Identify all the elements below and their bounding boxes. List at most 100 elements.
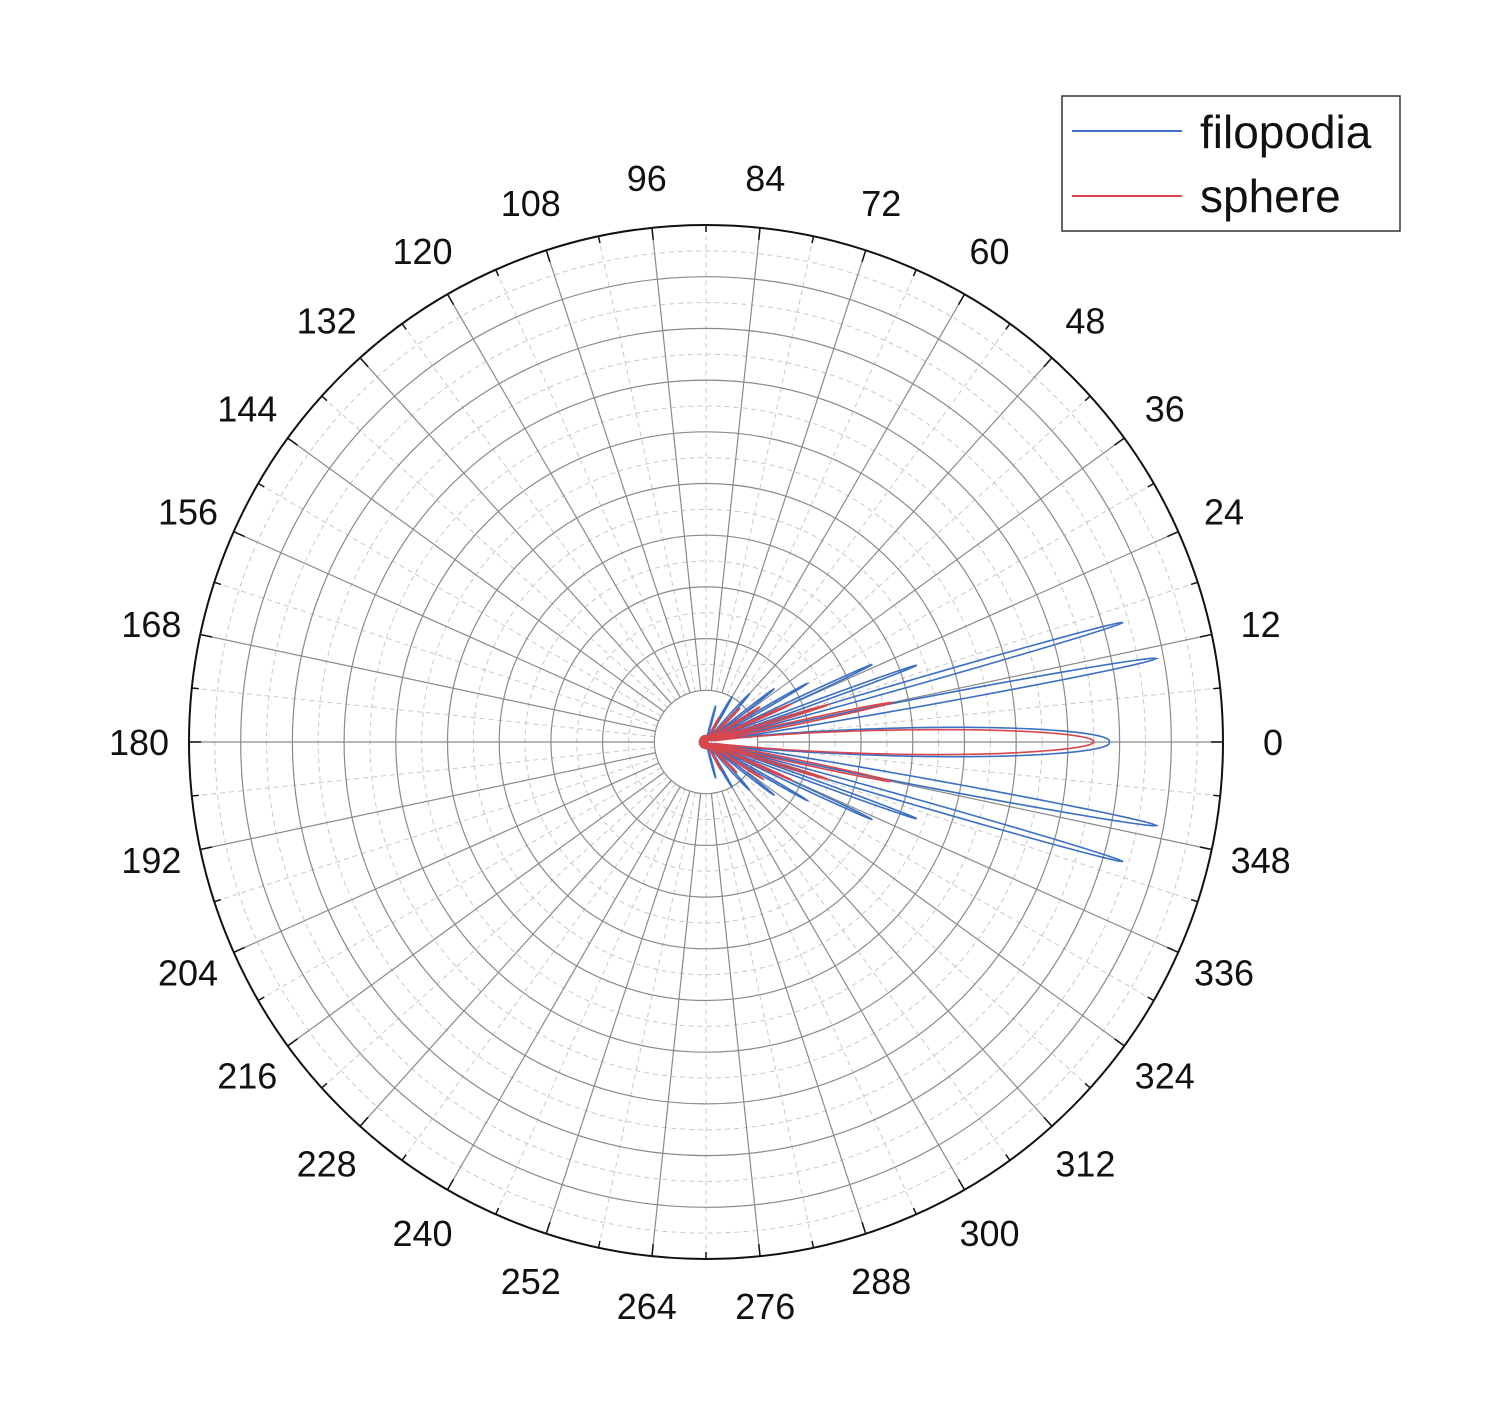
outer-tick [446,1178,455,1191]
angle-tick-label: 264 [617,1286,677,1327]
angle-tick-label: 204 [158,953,218,994]
angle-tick-label: 36 [1145,389,1185,430]
outer-tick [359,357,369,368]
angle-tick-label: 120 [392,231,452,272]
angle-spoke [446,293,681,698]
angle-spoke [651,227,702,691]
outer-tick [597,1240,601,1248]
angle-spoke [710,227,761,691]
angle-tick-label: 300 [959,1213,1019,1254]
angle-spoke [287,437,665,713]
outer-tick [214,898,222,903]
minor-spoke [757,687,1221,738]
minor-spoke [735,323,1011,701]
angle-spoke [545,250,691,694]
minor-spoke [750,483,1154,717]
outer-tick [861,250,867,262]
angle-tick-label: 132 [297,301,357,342]
angle-tick-label: 84 [745,158,785,199]
angle-tick-label: 108 [501,183,561,224]
angle-tick-label: 24 [1204,491,1244,532]
outer-tick [957,293,966,306]
angle-tick-label: 240 [392,1213,452,1254]
angle-spoke [740,780,1053,1127]
outer-tick [200,633,213,638]
outer-tick [597,236,601,244]
outer-tick [359,1116,369,1127]
outer-tick [191,687,199,690]
minor-spoke [258,483,662,717]
legend-label-sphere: sphere [1200,170,1341,222]
angle-spoke [710,793,761,1257]
angle-tick-label: 96 [627,158,667,199]
angle-spoke [233,531,660,722]
outer-tick [1114,437,1125,446]
series-lines [698,621,1160,863]
angle-tick-label: 72 [861,183,901,224]
outer-tick [233,946,245,953]
angle-tick-label: 228 [297,1143,357,1184]
angle-spoke [233,762,660,953]
angle-tick-label: 156 [158,491,218,532]
minor-spoke [321,776,668,1089]
minor-spoke [744,776,1091,1089]
angle-spoke [359,357,672,704]
angle-tick-label: 312 [1055,1143,1115,1184]
angle-tick-label: 216 [217,1055,277,1096]
outer-tick [214,581,222,586]
outer-tick [1190,898,1198,903]
angle-spoke [731,293,966,698]
outer-tick [1005,323,1011,330]
angle-spoke [545,790,691,1234]
outer-tick [1147,482,1155,488]
minor-spoke [495,789,686,1215]
outer-tick [495,269,500,277]
outer-tick [758,1244,761,1257]
outer-tick [861,1222,867,1234]
series-line-sphere [698,701,1095,783]
angle-spoke [200,752,656,851]
angle-tick-label: 144 [217,389,277,430]
outer-tick [758,227,761,240]
angle-tick-labels: 0 12 24 36 48 60 72 84 96 108 120 132 144 156 168 180 19… [109,158,1291,1327]
outer-tick [1043,1116,1053,1127]
angle-tick-label: 0 [1263,722,1283,763]
outer-tick [957,1178,966,1191]
minor-spoke [755,757,1198,903]
angle-tick-label: 348 [1231,840,1291,881]
angle-spoke [651,793,702,1257]
legend: filopodia sphere [1061,95,1401,232]
angle-tick-label: 48 [1065,301,1105,342]
outer-tick [321,1082,328,1089]
angle-tick-label: 288 [851,1261,911,1302]
angle-spoke [721,250,867,694]
minor-spoke [258,767,662,1001]
outer-tick [1167,531,1179,538]
outer-tick [1147,996,1155,1002]
outer-tick [1213,794,1221,797]
polar-grid [188,224,1224,1260]
angle-spoke [721,790,867,1234]
outer-tick [1213,687,1221,690]
outer-tick [200,846,213,851]
angle-tick-label: 12 [1241,604,1281,645]
angle-tick-label: 192 [121,840,181,881]
outer-tick [1199,633,1212,638]
outer-tick [191,794,199,797]
outer-tick [1084,395,1091,402]
angle-spoke [747,437,1125,713]
legend-box [1061,95,1401,232]
outer-tick [545,1222,551,1234]
minor-spoke [716,792,814,1248]
outer-tick [1005,1154,1011,1161]
angle-spoke [740,357,1053,704]
minor-spoke [495,269,686,695]
angle-tick-label: 252 [501,1261,561,1302]
outer-tick [1199,846,1212,851]
outer-tick [811,1240,815,1248]
angle-spoke [200,633,656,732]
outer-tick [545,250,551,262]
minor-spoke [598,236,696,692]
outer-tick [1114,1038,1125,1047]
